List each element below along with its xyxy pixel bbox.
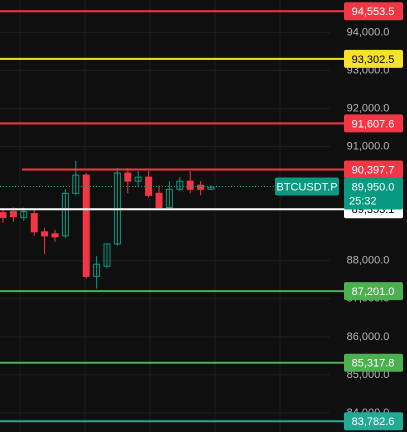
- level-badge: [344, 2, 403, 21]
- y-tick-label: 94,000.0: [347, 26, 390, 38]
- level-badge: [344, 49, 403, 68]
- y-tick-label: 86,000.0: [347, 331, 390, 343]
- price-badge: [344, 177, 403, 210]
- y-tick-label: 88,000.0: [347, 255, 390, 267]
- candle-body: [207, 186, 215, 190]
- y-tick-label: 91,000.0: [347, 140, 390, 152]
- symbol-label: BTCUSDT.P: [276, 181, 337, 193]
- candle-body: [155, 192, 163, 209]
- candle-body: [186, 180, 194, 190]
- symbol-badge: [275, 177, 339, 196]
- level-label: 87,201.0: [352, 286, 395, 298]
- y-tick-label: 92,000.0: [347, 102, 390, 114]
- candle-body: [0, 212, 7, 219]
- level-badge: [344, 282, 403, 301]
- level-label: 90,397.7: [352, 164, 395, 176]
- candle-body: [124, 172, 132, 182]
- y-tick-label: 85,000.0: [347, 369, 390, 381]
- level-label: 83,782.6: [352, 416, 395, 428]
- candle-body: [72, 174, 80, 194]
- candle-body: [145, 176, 153, 196]
- level-badge: [344, 412, 403, 431]
- level-label: 91,607.6: [352, 118, 395, 130]
- countdown: 25:32: [349, 195, 377, 207]
- candle-body: [20, 211, 28, 219]
- candle-body: [51, 233, 59, 238]
- candle-body: [30, 213, 38, 233]
- level-label: 94,553.5: [352, 6, 395, 18]
- candle-body: [165, 188, 173, 209]
- level-badge: [344, 114, 403, 133]
- candle-body: [197, 184, 205, 190]
- candle-body: [61, 192, 69, 237]
- candle-body: [93, 263, 101, 277]
- candle-body: [41, 231, 49, 237]
- level-label: 85,317.8: [352, 358, 395, 370]
- candle-body: [9, 211, 17, 218]
- candle-body: [103, 243, 111, 267]
- candle-body: [134, 176, 142, 182]
- level-badge: [344, 160, 403, 179]
- level-label: 93,302.5: [352, 54, 395, 66]
- price-label: 89,950.0: [352, 181, 395, 193]
- candle-body: [176, 180, 184, 190]
- level-badge: [344, 353, 403, 372]
- candle-body: [82, 174, 90, 277]
